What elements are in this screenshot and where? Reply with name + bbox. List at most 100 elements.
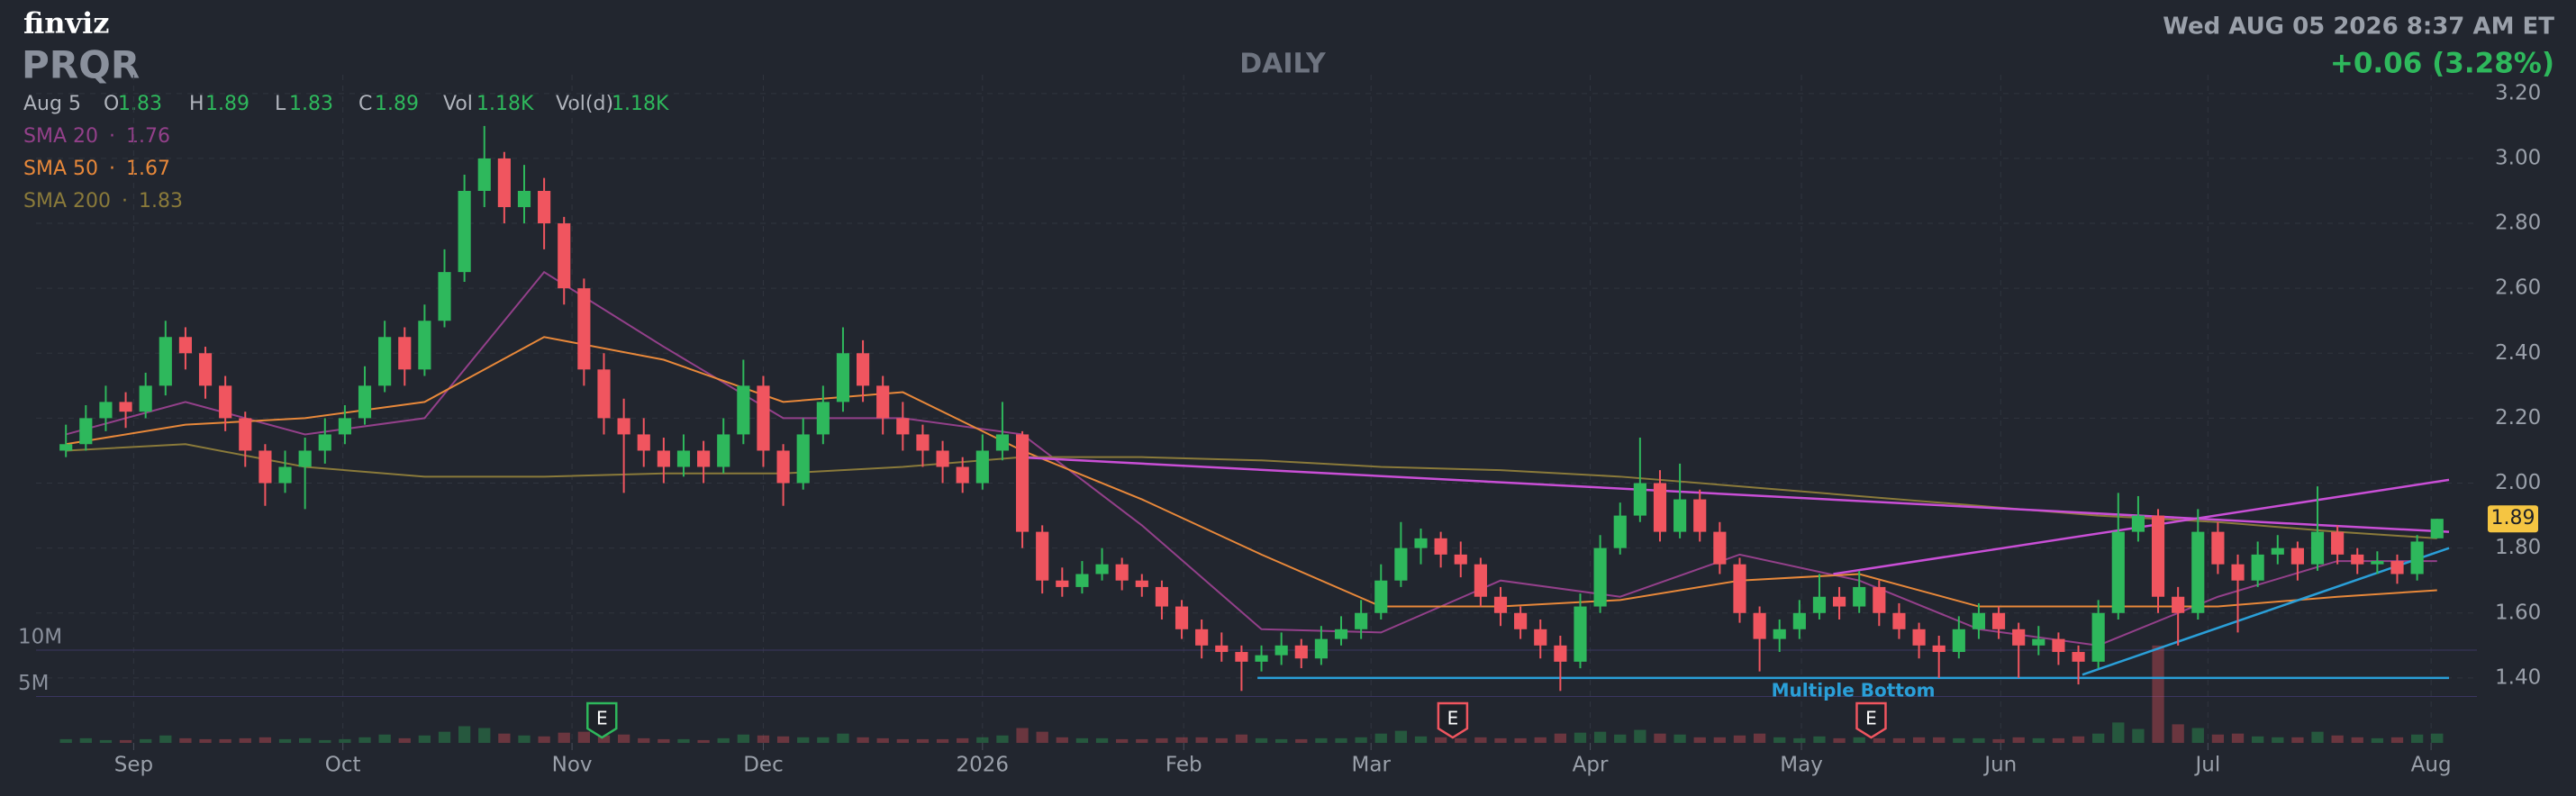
x-tick-label: May	[1780, 754, 1823, 777]
candle-body	[1792, 612, 1806, 629]
candle-body	[836, 353, 850, 403]
volume-bar	[1095, 737, 1109, 743]
x-tick-label: 2026	[957, 754, 1010, 777]
volume-bar	[1654, 733, 1666, 743]
volume-bar	[239, 737, 251, 743]
candle-body	[1294, 645, 1308, 659]
last-price-label: 1.89	[2491, 507, 2535, 529]
sma-legend: SMA 50 · 1.67	[23, 158, 170, 180]
price-change: +0.06 (3.28%)	[2330, 48, 2554, 80]
volume-bar	[2410, 734, 2424, 743]
volume-bar	[896, 738, 909, 743]
candle-body	[1056, 580, 1069, 587]
ohlc-label: L	[275, 93, 286, 115]
volume-bar	[1414, 736, 1428, 743]
candle-body	[477, 158, 491, 191]
volume-bar	[1355, 737, 1367, 743]
volume-bar	[1455, 737, 1467, 743]
candle-body	[737, 385, 750, 435]
volume-bar	[219, 738, 231, 743]
separator: ·	[122, 190, 128, 213]
trendline	[1018, 456, 2450, 533]
candle-body	[776, 450, 790, 484]
candle-body	[378, 337, 392, 386]
candle-body	[1434, 538, 1447, 555]
volume-tick-label: 5M	[18, 672, 49, 695]
volume-bar	[418, 735, 431, 743]
candle-body	[896, 418, 910, 435]
candle-body	[1873, 586, 1886, 613]
candle-body	[1314, 638, 1328, 659]
volume-bar	[1374, 733, 1387, 743]
datetime: Wed AUG 05 2026 8:37 AM ET	[2163, 14, 2554, 41]
volume-bar	[140, 738, 152, 743]
candle-body	[1115, 564, 1129, 581]
x-tick-label: Apr	[1573, 754, 1609, 777]
x-tick-label: Aug	[2411, 754, 2452, 777]
y-tick-label: 3.20	[2495, 81, 2541, 104]
volume-bar	[2012, 737, 2025, 743]
volume-bar	[957, 737, 969, 743]
separator: ·	[109, 125, 115, 148]
candle-body	[517, 190, 531, 208]
candle-body	[2172, 596, 2185, 613]
volume-bar	[59, 738, 72, 743]
volume-bar	[797, 737, 810, 743]
volume-tick-label: 10M	[18, 626, 62, 649]
ohlc-value: 1.83	[289, 93, 333, 115]
candle-body	[816, 402, 830, 435]
x-tick-label: Jun	[1982, 754, 2017, 777]
candle-body	[676, 450, 691, 467]
volume-bar	[1973, 737, 1985, 743]
y-tick-label: 1.40	[2495, 665, 2541, 689]
candle-body	[1593, 547, 1607, 607]
candle-body	[2012, 629, 2026, 646]
volume-bar	[1116, 738, 1129, 743]
volume-bar	[1593, 731, 1607, 743]
candle-body	[1474, 564, 1487, 597]
candle-body	[1095, 564, 1109, 574]
candle-body	[1493, 596, 1508, 613]
candle-body	[1355, 612, 1368, 629]
volume-bar	[638, 737, 650, 743]
candle-body	[657, 450, 670, 467]
y-tick-label: 2.60	[2495, 276, 2541, 300]
volume-bar	[1474, 737, 1487, 743]
candle-body	[2290, 547, 2304, 565]
volume-bar	[1494, 737, 1507, 743]
volume-bar	[2072, 736, 2085, 743]
volume-bar	[2132, 728, 2145, 743]
volume-bar	[1335, 737, 1347, 743]
y-tick-label: 2.40	[2495, 341, 2541, 365]
volume-bar	[1434, 737, 1447, 743]
candle-body	[1414, 538, 1428, 548]
volume-bar	[1315, 737, 1328, 743]
x-tick-label: Oct	[325, 754, 361, 777]
volume-bar	[1255, 737, 1268, 743]
y-tick-label: 2.80	[2495, 212, 2541, 235]
volume-bar	[757, 735, 770, 743]
volume-bar	[1136, 738, 1148, 743]
candle-body	[1554, 645, 1567, 662]
ohlc-value: 1.18K	[476, 93, 534, 115]
candle-body	[2231, 564, 2245, 581]
candle-body	[1633, 483, 1646, 516]
candle-body	[1912, 629, 1926, 646]
candle-body	[2211, 531, 2225, 565]
volume-bar	[1156, 737, 1168, 743]
volume-bar	[1195, 737, 1208, 743]
candle-body	[298, 450, 312, 467]
sma-value: 1.76	[126, 125, 170, 148]
sma-legend: SMA 200 · 1.83	[23, 190, 183, 213]
volume-bar	[1275, 738, 1288, 743]
candle-body	[857, 353, 870, 386]
candle-body	[1454, 554, 1467, 565]
earnings-label: E	[1447, 708, 1459, 729]
volume-bar	[2152, 645, 2164, 743]
volume-bar	[577, 731, 591, 743]
volume-bar	[2351, 737, 2363, 743]
candle-body	[717, 434, 730, 467]
x-tick-label: Mar	[1352, 754, 1392, 777]
volume-bar	[99, 739, 113, 743]
sma-value: 1.67	[126, 158, 170, 180]
